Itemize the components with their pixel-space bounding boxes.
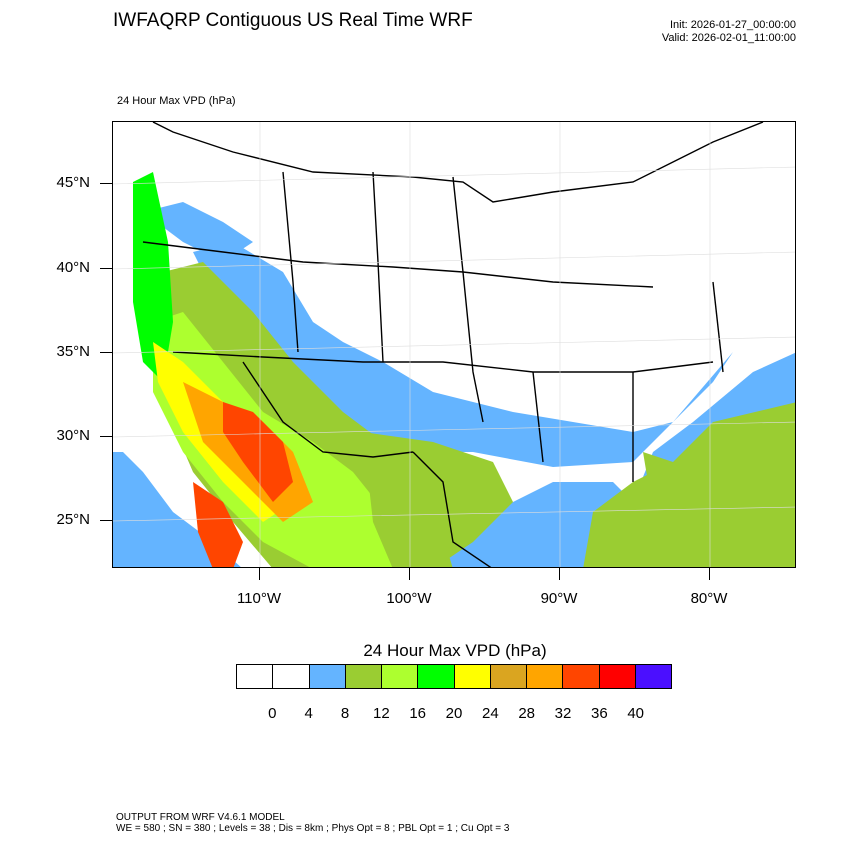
field-label: 24 Hour Max VPD (hPa)	[117, 95, 236, 107]
lat-label-25: 25°N	[56, 511, 90, 528]
lat-label-30: 30°N	[56, 427, 90, 444]
colorbar-label: 24	[481, 705, 499, 722]
colorbar-label: 36	[590, 705, 608, 722]
colorbar-swatch	[418, 665, 455, 688]
map-panel	[112, 121, 796, 568]
lon-label-110: 110°W	[236, 590, 282, 607]
colorbar-label: 0	[268, 705, 277, 722]
colorbar-swatch	[382, 665, 419, 688]
vpd-map	[113, 122, 795, 567]
colorbar-label: 16	[409, 705, 426, 722]
lon-tick	[409, 568, 410, 580]
lat-tick	[100, 268, 112, 269]
lon-label-100: 100°W	[386, 590, 432, 607]
lon-tick	[259, 568, 260, 580]
map-title: IWFAQRP Contiguous US Real Time WRF	[113, 10, 473, 31]
colorbar-label: 40	[627, 705, 644, 722]
vpd-green-coast	[133, 172, 173, 382]
lat-tick	[100, 436, 112, 437]
lat-label-35: 35°N	[56, 343, 90, 360]
colorbar-swatch	[454, 665, 491, 688]
colorbar-swatch	[309, 665, 346, 688]
valid-time: Valid: 2026-02-01_11:00:00	[661, 32, 796, 44]
colorbar-swatch	[635, 665, 671, 688]
lat-tick	[100, 352, 112, 353]
vpd-low-band	[193, 242, 733, 467]
atlantic-green	[583, 402, 795, 567]
model-info-line-1: OUTPUT FROM WRF V4.6.1 MODEL	[116, 812, 285, 823]
colorbar-swatch	[599, 665, 636, 688]
graticule	[113, 122, 795, 567]
vpd-low-nw	[143, 202, 253, 262]
colorbar-swatch	[527, 665, 564, 688]
colorbar	[236, 664, 672, 689]
lat-tick	[100, 520, 112, 521]
pacific-ocean	[113, 452, 241, 567]
colorbar-title: 24 Hour Max VPD (hPa)	[363, 641, 547, 660]
lon-label-90: 90°W	[540, 590, 578, 607]
state-boundaries	[142, 122, 764, 567]
colorbar-label: 8	[340, 705, 350, 722]
colorbar-swatch	[237, 665, 274, 688]
lat-label-45: 45°N	[56, 174, 90, 191]
lon-tick	[709, 568, 710, 580]
colorbar-swatch	[345, 665, 382, 688]
run-times: Init: 2026-01-27_00:00:00 Valid: 2026-02…	[662, 19, 796, 45]
vpd-baja-red	[193, 482, 243, 567]
colorbar-swatch	[273, 665, 310, 688]
lat-label-40: 40°N	[56, 259, 90, 276]
lon-tick	[559, 568, 560, 580]
colorbar-label: 4	[304, 705, 313, 722]
vpd-texas-green	[363, 432, 513, 567]
colorbar-label: 12	[372, 705, 390, 722]
colorbar-label: 20	[445, 705, 463, 722]
colorbar-label: 32	[554, 705, 572, 722]
vpd-florida	[643, 452, 693, 542]
lon-label-80: 80°W	[690, 590, 728, 607]
colorbar-swatch	[563, 665, 600, 688]
model-info: OUTPUT FROM WRF V4.6.1 MODEL WE = 580 ; …	[116, 812, 509, 834]
init-time: Init: 2026-01-27_00:00:00	[670, 19, 796, 31]
colorbar-label: 28	[518, 705, 535, 722]
lat-tick	[100, 183, 112, 184]
model-info-line-2: WE = 580 ; SN = 380 ; Levels = 38 ; Dis …	[116, 823, 510, 834]
colorbar-swatch	[490, 665, 527, 688]
vpd-red	[223, 402, 293, 502]
